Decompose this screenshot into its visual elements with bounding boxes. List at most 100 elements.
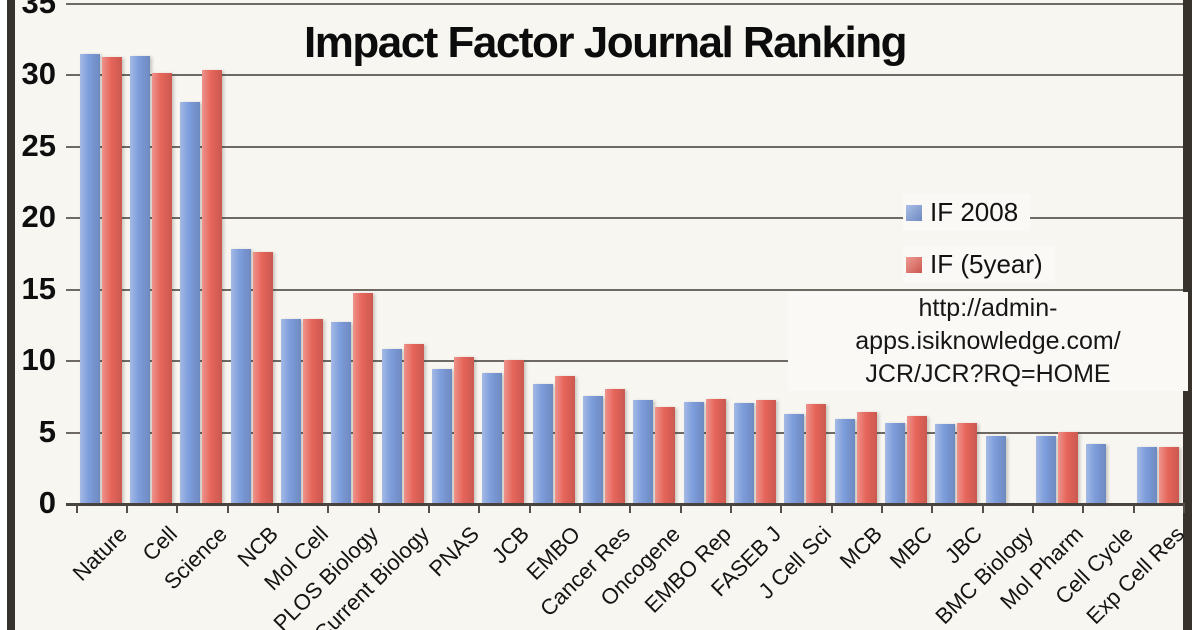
x-tick (1032, 503, 1034, 513)
bar-if-5year--jcb (504, 360, 524, 503)
bar-if-2008-current-biology (382, 349, 402, 503)
x-tick (1082, 503, 1084, 513)
y-tick-15 (66, 289, 76, 291)
gridline-15 (75, 289, 1183, 291)
bar-if-2008-exp-cell-res (1137, 447, 1157, 503)
bar-if-2008-nature (80, 54, 100, 503)
bar-if-5year--exp-cell-res (1159, 447, 1179, 503)
x-tick (378, 503, 380, 513)
bar-if-2008-mbc (885, 423, 905, 503)
x-tick (680, 503, 682, 513)
bar-if-2008-cell (130, 56, 150, 503)
bar-if-5year--current-biology (404, 344, 424, 503)
bar-if-2008-jcb (482, 373, 502, 503)
y-tick-5 (66, 432, 76, 434)
bar-if-2008-jbc (935, 424, 955, 503)
bar-if-2008-j-cell-sci (784, 414, 804, 503)
bar-if-5year--mcb (857, 412, 877, 503)
y-tick-30 (66, 74, 76, 76)
legend-swatch-red (906, 256, 922, 273)
x-tick (529, 503, 531, 513)
bar-if-2008-mol-cell (281, 319, 301, 503)
x-tick (76, 503, 78, 513)
gridline-5 (75, 432, 1183, 434)
bar-if-2008-faseb-j (734, 403, 754, 503)
y-tick-25 (66, 146, 76, 148)
gridline-10 (75, 360, 1183, 362)
bar-if-5year--mol-pharm (1058, 432, 1078, 503)
source-url-line1: http://admin-apps.isiknowledge.com/ (855, 294, 1121, 355)
bar-if-2008-ncb (231, 249, 251, 503)
x-tick (730, 503, 732, 513)
x-tick (277, 503, 279, 513)
bar-if-5year--ncb (253, 252, 273, 503)
bar-if-2008-oncogene (633, 400, 653, 503)
x-axis-line (66, 503, 1183, 506)
x-tick (478, 503, 480, 513)
x-tick (428, 503, 430, 513)
x-tick (126, 503, 128, 513)
y-axis-label: 10 (21, 342, 56, 377)
y-tick-35 (66, 3, 76, 5)
x-tick (931, 503, 933, 513)
y-axis-label: 5 (38, 414, 56, 449)
gridline-30 (75, 74, 1183, 76)
x-tick (1183, 503, 1185, 513)
legend-item-if-5year: IF (5year) (903, 246, 1055, 283)
x-tick (982, 503, 984, 513)
bar-if-2008-cell-cycle (1086, 444, 1106, 503)
bar-if-2008-mcb (835, 419, 855, 503)
bar-if-5year--oncogene (655, 407, 675, 503)
x-tick (176, 503, 178, 513)
bar-if-5year--cell (152, 73, 172, 503)
source-url-annotation: http://admin-apps.isiknowledge.com/ JCR/… (788, 292, 1188, 391)
bar-if-2008-science (180, 102, 200, 503)
x-tick (881, 503, 883, 513)
chart-title: Impact Factor Journal Ranking (304, 18, 907, 67)
bar-if-2008-cancer-res (583, 396, 603, 503)
y-axis-label: 25 (21, 128, 56, 163)
x-tick (831, 503, 833, 513)
source-url-line2: JCR/JCR?RQ=HOME (865, 360, 1111, 388)
bar-if-5year--plos-biology (353, 293, 373, 503)
bar-if-5year--mbc (907, 416, 927, 503)
y-axis-label: 20 (21, 199, 56, 234)
x-tick (780, 503, 782, 513)
x-tick (1133, 503, 1135, 513)
legend-label: IF 2008 (930, 197, 1019, 227)
bar-if-2008-embo (533, 384, 553, 503)
bar-if-5year--nature (102, 57, 122, 503)
bar-if-5year--science (202, 70, 222, 503)
gridline-20 (75, 217, 1183, 219)
bar-if-5year--faseb-j (756, 400, 776, 503)
bar-if-2008-embo-rep (684, 402, 704, 503)
frame-left (7, 0, 15, 630)
y-axis-label: 35 (21, 0, 56, 20)
y-tick-20 (66, 217, 76, 219)
bar-if-5year--embo (555, 376, 575, 503)
x-tick (629, 503, 631, 513)
x-tick (327, 503, 329, 513)
bar-if-5year--mol-cell (303, 319, 323, 503)
gridline-25 (75, 146, 1183, 148)
bar-if-2008-plos-biology (331, 322, 351, 503)
bar-if-2008-bmc-biology (986, 436, 1006, 503)
bar-if-5year--embo-rep (706, 399, 726, 503)
y-axis-label: 30 (21, 56, 56, 91)
x-tick (579, 503, 581, 513)
legend-swatch-blue (906, 204, 922, 221)
gridline-35 (75, 3, 1183, 5)
bar-if-5year--pnas (454, 357, 474, 503)
x-tick (227, 503, 229, 513)
bar-if-2008-mol-pharm (1036, 436, 1056, 503)
legend-item-if-2008: IF 2008 (903, 194, 1031, 231)
y-axis-label: 15 (21, 271, 56, 306)
y-tick-10 (66, 360, 76, 362)
y-axis-label: 0 (38, 485, 56, 520)
bar-if-2008-pnas (432, 369, 452, 503)
bar-if-5year--cancer-res (605, 389, 625, 503)
bar-if-5year--jbc (957, 423, 977, 503)
legend-label: IF (5year) (930, 249, 1043, 279)
bar-if-5year--j-cell-sci (806, 404, 826, 503)
